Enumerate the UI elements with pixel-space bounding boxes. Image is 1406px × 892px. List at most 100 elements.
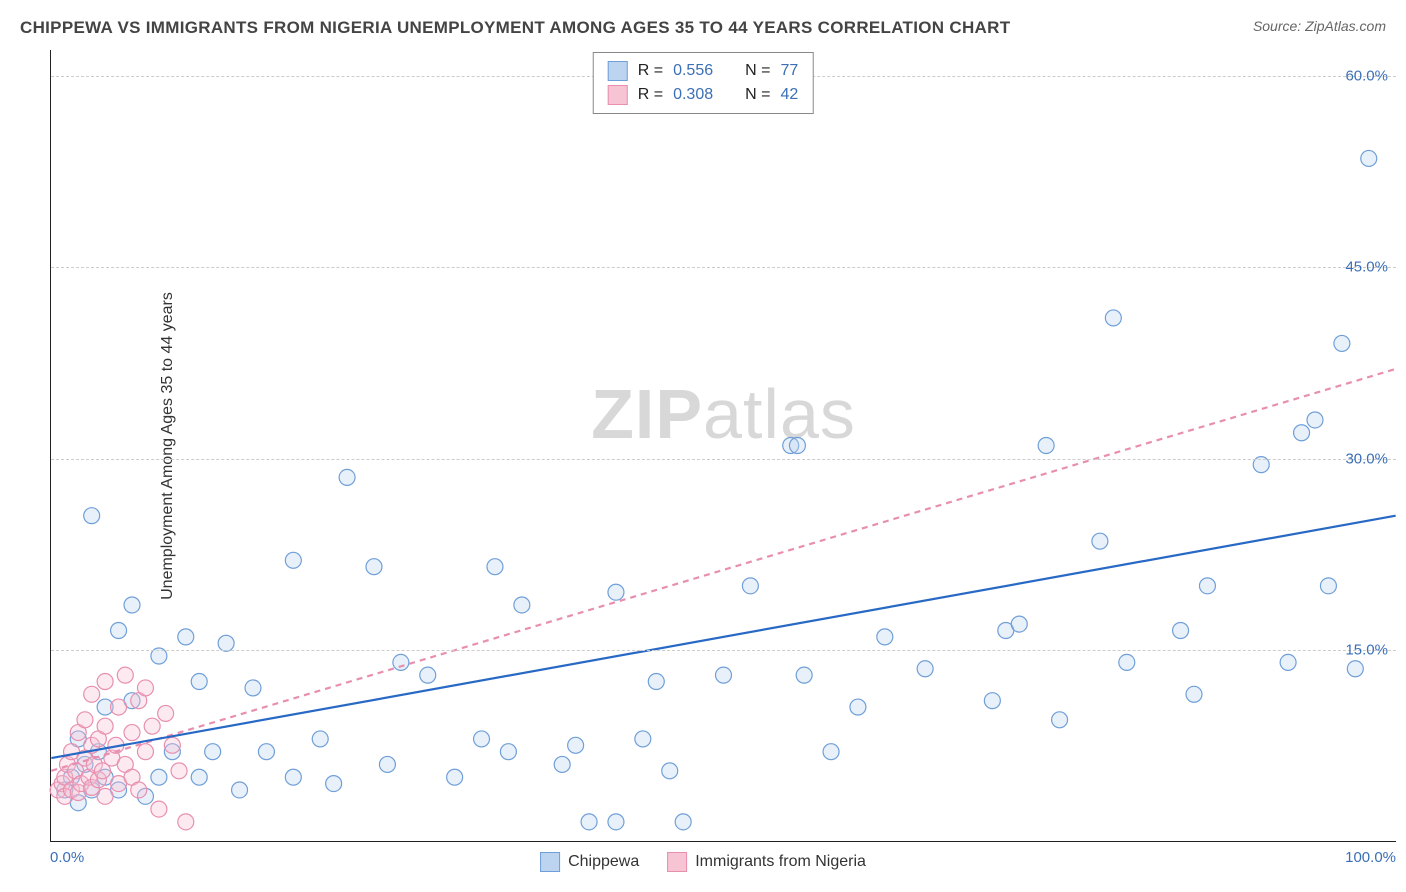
r-value: 0.556 (673, 62, 713, 80)
data-point (285, 769, 301, 785)
data-point (379, 756, 395, 772)
n-value: 42 (780, 86, 798, 104)
data-point (312, 731, 328, 747)
data-point (1320, 578, 1336, 594)
data-point (1038, 438, 1054, 454)
data-point (84, 686, 100, 702)
data-point (420, 667, 436, 683)
data-point (675, 814, 691, 830)
data-point (1186, 686, 1202, 702)
data-point (716, 667, 732, 683)
data-point (1052, 712, 1068, 728)
data-point (447, 769, 463, 785)
data-point (178, 814, 194, 830)
data-point (608, 814, 624, 830)
data-point (111, 623, 127, 639)
data-point (393, 654, 409, 670)
data-point (97, 788, 113, 804)
n-label: N = (745, 86, 770, 104)
data-point (205, 744, 221, 760)
data-point (97, 718, 113, 734)
x-tick-label: 100.0% (1345, 849, 1396, 866)
data-point (144, 718, 160, 734)
data-point (164, 737, 180, 753)
data-point (917, 661, 933, 677)
data-point (232, 782, 248, 798)
n-value: 77 (780, 62, 798, 80)
scatter-svg (51, 50, 1396, 841)
data-point (326, 776, 342, 792)
series-label: Chippewa (568, 853, 639, 871)
stats-legend-row: R =0.308N =42 (608, 83, 799, 107)
n-label: N = (745, 62, 770, 80)
data-point (554, 756, 570, 772)
data-point (823, 744, 839, 760)
gridline (51, 459, 1396, 460)
data-point (1361, 150, 1377, 166)
data-point (1092, 533, 1108, 549)
data-point (474, 731, 490, 747)
source-attribution: Source: ZipAtlas.com (1253, 18, 1386, 34)
data-point (568, 737, 584, 753)
y-tick-label: 15.0% (1345, 642, 1388, 659)
data-point (111, 699, 127, 715)
data-point (77, 712, 93, 728)
data-point (662, 763, 678, 779)
data-point (117, 667, 133, 683)
data-point (158, 705, 174, 721)
r-label: R = (638, 86, 663, 104)
plot-area: ZIPatlas 15.0%30.0%45.0%60.0% (50, 50, 1396, 842)
data-point (191, 674, 207, 690)
data-point (877, 629, 893, 645)
data-point (1173, 623, 1189, 639)
data-point (1294, 425, 1310, 441)
trend-line (51, 516, 1395, 758)
data-point (245, 680, 261, 696)
data-point (1105, 310, 1121, 326)
data-point (366, 559, 382, 575)
series-label: Immigrants from Nigeria (695, 853, 866, 871)
data-point (500, 744, 516, 760)
data-point (137, 680, 153, 696)
data-point (1119, 654, 1135, 670)
series-legend-item: Chippewa (540, 852, 639, 872)
gridline (51, 267, 1396, 268)
data-point (339, 469, 355, 485)
legend-swatch (608, 61, 628, 81)
data-point (218, 635, 234, 651)
y-tick-label: 30.0% (1345, 450, 1388, 467)
data-point (608, 584, 624, 600)
data-point (1199, 578, 1215, 594)
x-tick-label: 0.0% (50, 849, 84, 866)
data-point (648, 674, 664, 690)
stats-legend: R =0.556N =77R =0.308N =42 (593, 52, 814, 114)
data-point (796, 667, 812, 683)
stats-legend-row: R = 0.556 N = 77 (608, 59, 799, 83)
data-point (151, 801, 167, 817)
gridline (51, 650, 1396, 651)
legend-swatch (667, 852, 687, 872)
data-point (131, 782, 147, 798)
data-point (850, 699, 866, 715)
data-point (84, 508, 100, 524)
data-point (1307, 412, 1323, 428)
data-point (514, 597, 530, 613)
data-point (97, 674, 113, 690)
data-point (1280, 654, 1296, 670)
y-tick-label: 45.0% (1345, 259, 1388, 276)
r-label: R = (638, 62, 663, 80)
data-point (581, 814, 597, 830)
data-point (742, 578, 758, 594)
data-point (635, 731, 651, 747)
legend-swatch (608, 85, 628, 105)
series-legend: Chippewa Immigrants from Nigeria (540, 852, 866, 872)
data-point (151, 769, 167, 785)
chart-title: CHIPPEWA VS IMMIGRANTS FROM NIGERIA UNEM… (20, 18, 1010, 38)
data-point (124, 725, 140, 741)
data-point (984, 693, 1000, 709)
legend-swatch (540, 852, 560, 872)
data-point (1347, 661, 1363, 677)
data-point (137, 744, 153, 760)
data-point (178, 629, 194, 645)
data-point (487, 559, 503, 575)
